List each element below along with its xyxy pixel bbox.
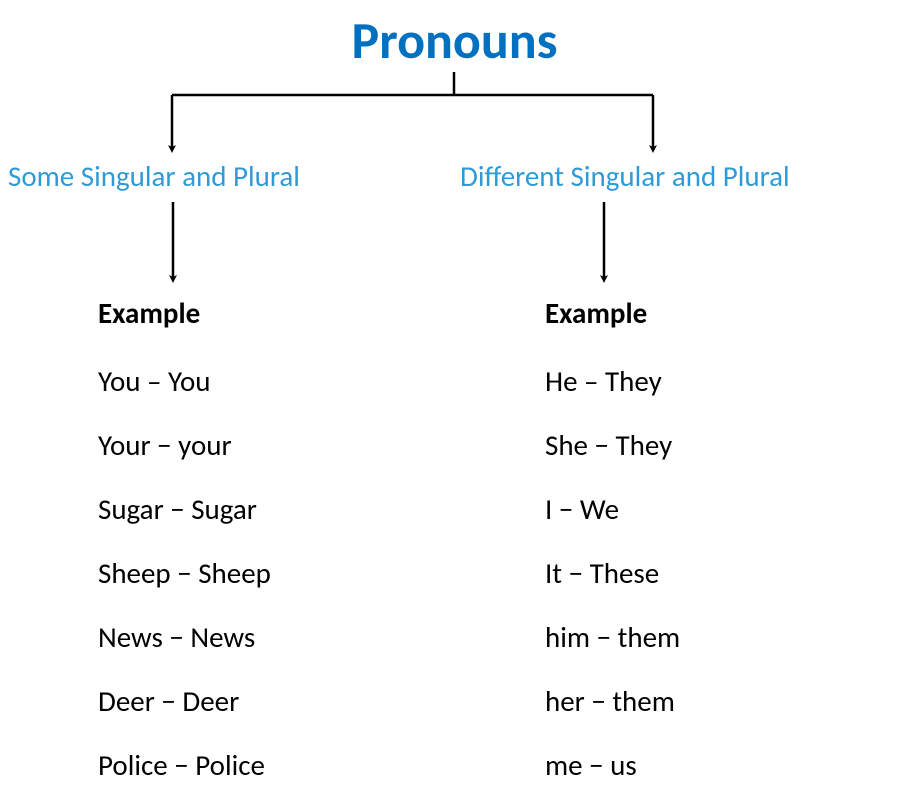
list-item: him − them [545, 619, 680, 655]
list-item: It − These [545, 555, 659, 591]
list-item: Police − Police [98, 747, 265, 783]
list-item: I − We [545, 491, 619, 527]
list-item: You – You [98, 363, 211, 399]
list-item: me − us [545, 747, 637, 783]
list-item: Deer − Deer [98, 683, 239, 719]
right-example-label: Example [545, 295, 647, 331]
left-example-label: Example [98, 295, 200, 331]
page-title: Pronouns [0, 8, 909, 72]
list-item: her − them [545, 683, 675, 719]
list-item: News − News [98, 619, 255, 655]
list-item: Your − your [98, 427, 232, 463]
list-item: Sheep − Sheep [98, 555, 271, 591]
list-item: He – They [545, 363, 662, 399]
list-item: Sugar − Sugar [98, 491, 257, 527]
left-branch-heading: Some Singular and Plural [8, 158, 300, 194]
right-branch-heading: Different Singular and Plural [460, 158, 790, 194]
list-item: She − They [545, 427, 672, 463]
